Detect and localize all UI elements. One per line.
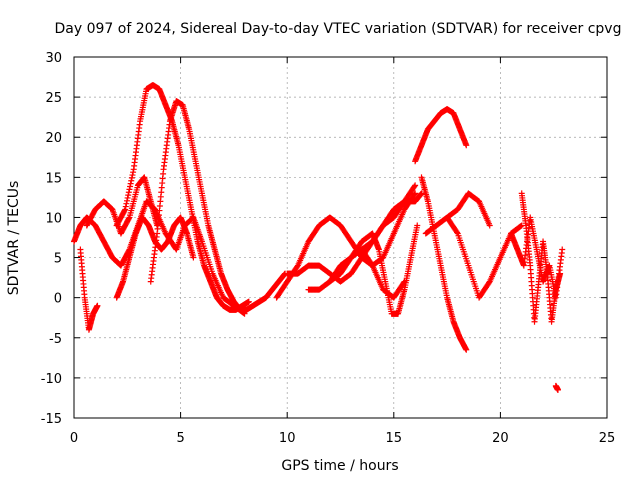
data-point	[190, 254, 197, 261]
data-point	[94, 302, 101, 309]
y-axis-ticks: -15 -10 -5 0 5 10 15 20 25 30	[41, 51, 607, 427]
series-arc-3	[147, 98, 289, 313]
data-point	[554, 386, 561, 393]
series-arc-15	[444, 214, 525, 301]
chart-title: Day 097 of 2024, Sidereal Day-to-day VTE…	[55, 21, 622, 37]
series-arc-5	[83, 174, 161, 237]
data-point	[123, 200, 130, 207]
y-tick-label: -5	[49, 332, 62, 347]
data-point	[124, 194, 131, 201]
series-arc-12	[412, 106, 470, 165]
y-tick-label: -15	[41, 412, 62, 427]
y-tick-label: 0	[54, 292, 62, 307]
data-points	[71, 82, 566, 393]
x-axis-ticks: 0 5 10 15 20 25	[70, 57, 615, 446]
series-arc-17	[518, 190, 564, 325]
data-point	[245, 298, 252, 305]
data-point	[463, 346, 470, 353]
data-point	[414, 222, 421, 229]
y-tick-label: 5	[54, 252, 62, 267]
data-point	[400, 279, 407, 286]
data-point	[122, 206, 129, 213]
x-tick-label: 20	[492, 431, 509, 446]
data-point	[123, 197, 130, 204]
x-tick-label: 25	[599, 431, 616, 446]
y-tick-label: 15	[45, 171, 62, 186]
series-arc-13	[418, 174, 470, 353]
data-point	[412, 190, 419, 197]
series-arc-10	[305, 246, 408, 301]
x-axis-label: GPS time / hours	[281, 458, 398, 474]
data-point	[129, 172, 136, 179]
x-tick-label: 15	[386, 431, 403, 446]
data-point	[486, 222, 493, 229]
series-arc-18	[552, 382, 561, 393]
series-arc-4	[77, 246, 101, 333]
data-point	[130, 169, 137, 176]
series-arc-8	[284, 182, 419, 285]
data-point	[154, 222, 161, 229]
data-point	[127, 183, 134, 190]
data-point	[121, 207, 128, 214]
data-point	[411, 183, 418, 190]
data-point	[557, 270, 564, 277]
data-point	[401, 278, 408, 285]
y-tick-label: -10	[41, 372, 62, 387]
series-arc-9	[326, 222, 421, 317]
data-point	[126, 186, 133, 193]
data-point	[128, 177, 135, 184]
data-point	[125, 189, 132, 196]
y-tick-label: 10	[45, 211, 62, 226]
data-point	[122, 203, 129, 210]
series-arc-11	[358, 190, 425, 253]
data-point	[463, 142, 470, 149]
x-tick-label: 10	[279, 431, 296, 446]
y-axis-label: SDTVAR / TECUs	[6, 181, 22, 296]
data-point	[412, 182, 419, 189]
x-tick-label: 5	[176, 431, 184, 446]
data-point	[125, 215, 132, 222]
series-arc-6	[113, 214, 197, 301]
data-point	[411, 191, 418, 198]
data-point	[559, 246, 566, 253]
data-point	[453, 229, 460, 236]
series-arc-2	[113, 82, 252, 313]
y-tick-label: 20	[45, 131, 62, 146]
data-point	[127, 180, 134, 187]
data-point	[128, 174, 135, 181]
grid	[74, 57, 607, 418]
data-point	[125, 192, 132, 199]
y-tick-label: 25	[45, 91, 62, 106]
x-tick-label: 0	[70, 431, 78, 446]
y-tick-label: 30	[45, 51, 62, 66]
